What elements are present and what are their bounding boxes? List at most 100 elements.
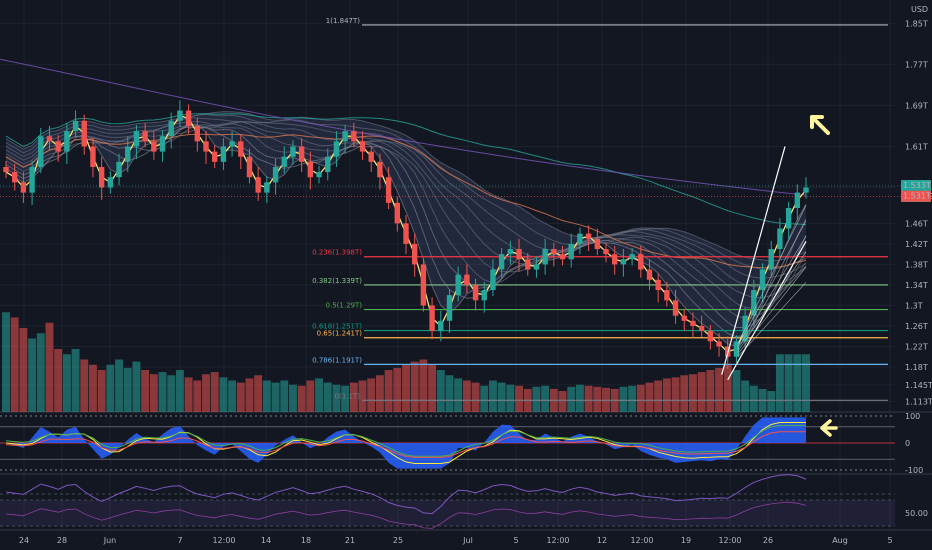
candle-body: [412, 243, 418, 265]
candle: [298, 138, 305, 173]
candle: [116, 153, 122, 186]
candle: [507, 240, 514, 265]
volume-bar: [10, 317, 19, 412]
candle: [568, 233, 574, 268]
volume-bar: [323, 382, 332, 412]
fan-line: [737, 266, 807, 355]
oscillator-pane[interactable]: [0, 415, 895, 471]
volume-bar: [584, 385, 593, 412]
candle-body: [438, 320, 444, 332]
candle: [142, 122, 148, 148]
volume-bar: [62, 354, 71, 412]
x-tick-label: 19: [681, 536, 691, 545]
volume-bar: [802, 354, 810, 412]
candle: [768, 240, 774, 276]
candle-body: [420, 264, 427, 306]
candle-body: [638, 254, 644, 270]
candle-body: [664, 290, 670, 301]
candle-body: [403, 223, 409, 244]
candle-body: [759, 269, 766, 291]
candle: [377, 153, 383, 190]
volume-bar: [149, 374, 158, 412]
volume-bar: [71, 349, 80, 412]
candle-body: [325, 156, 331, 173]
volume-bar: [358, 380, 367, 412]
candle-body: [716, 341, 722, 347]
candle: [385, 166, 392, 210]
candle-body: [185, 110, 192, 126]
fan-line: [737, 282, 807, 357]
volume-bar: [775, 354, 784, 412]
trend-line-upper: [721, 146, 786, 375]
x-tick-label: Aug: [832, 536, 848, 545]
ribbon-line: [5, 124, 807, 328]
volume-bar: [262, 380, 271, 412]
osc-signal-yellow: [5, 422, 806, 464]
candle-body: [307, 161, 314, 178]
trend-line-lower: [727, 241, 807, 381]
volume-bar: [767, 391, 776, 412]
candle-body: [768, 249, 774, 270]
y-tick-label: 1.77T: [905, 60, 928, 69]
candle: [664, 281, 670, 307]
candle: [46, 125, 53, 150]
fibonacci-levels[interactable]: 1(1.847T) 0.236(1.398T) 0.382(1.339T) 0.5(1…: [312, 17, 888, 401]
volume-bar: [297, 385, 306, 412]
candle-body: [733, 341, 740, 357]
volume-bar: [228, 380, 237, 412]
volume-bar: [419, 359, 428, 412]
ribbon-line: [5, 124, 807, 320]
volume-bar: [219, 377, 228, 412]
x-tick-label: 5: [887, 536, 892, 545]
candle-body: [620, 259, 627, 265]
candle: [238, 135, 244, 170]
volume-bar: [367, 378, 376, 412]
volume-bar: [628, 385, 637, 412]
candle: [38, 128, 44, 174]
candle: [655, 273, 661, 303]
fib-level-label: 0.236(1.398T): [312, 249, 362, 257]
volume-bar: [402, 364, 410, 412]
osc-tick-label: -100: [905, 466, 923, 475]
volume-bar: [341, 385, 350, 412]
candle: [151, 131, 157, 160]
volume-bar: [210, 372, 219, 412]
volume-bar: [315, 378, 323, 412]
arrow-annotation-oscillator: [820, 419, 838, 437]
volume-bar: [45, 322, 54, 412]
rsi-line-2: [5, 501, 807, 529]
volume-bar: [106, 364, 115, 412]
candle-body: [177, 110, 183, 121]
candle: [803, 177, 809, 199]
candle: [420, 258, 427, 312]
ribbon-line: [5, 122, 807, 348]
candle: [185, 104, 192, 135]
candle-body: [98, 166, 105, 188]
candle: [603, 242, 609, 263]
volume-bar: [723, 364, 732, 412]
candle: [212, 145, 218, 168]
candle: [707, 324, 714, 350]
candle: [246, 148, 253, 184]
candle: [81, 114, 87, 155]
volume-bar: [732, 370, 741, 412]
candle: [203, 131, 209, 164]
candle: [255, 166, 261, 201]
fib-level-label: 0.618(1.251T): [312, 323, 362, 331]
rsi-pane[interactable]: [0, 474, 895, 529]
candle-body: [359, 141, 366, 152]
volume-bar: [123, 367, 132, 412]
candle-body: [542, 249, 548, 265]
trend-lines[interactable]: [721, 146, 807, 381]
candle: [307, 151, 314, 190]
candle: [759, 263, 766, 303]
candle-body: [64, 131, 70, 152]
ribbon-line: [5, 113, 807, 270]
candlesticks[interactable]: [3, 100, 809, 370]
volume-bar: [636, 384, 645, 412]
y-tick-label: 1.69T: [905, 101, 928, 110]
volume-bar: [697, 372, 706, 412]
candle-body: [464, 274, 470, 285]
candle-body: [455, 274, 461, 296]
